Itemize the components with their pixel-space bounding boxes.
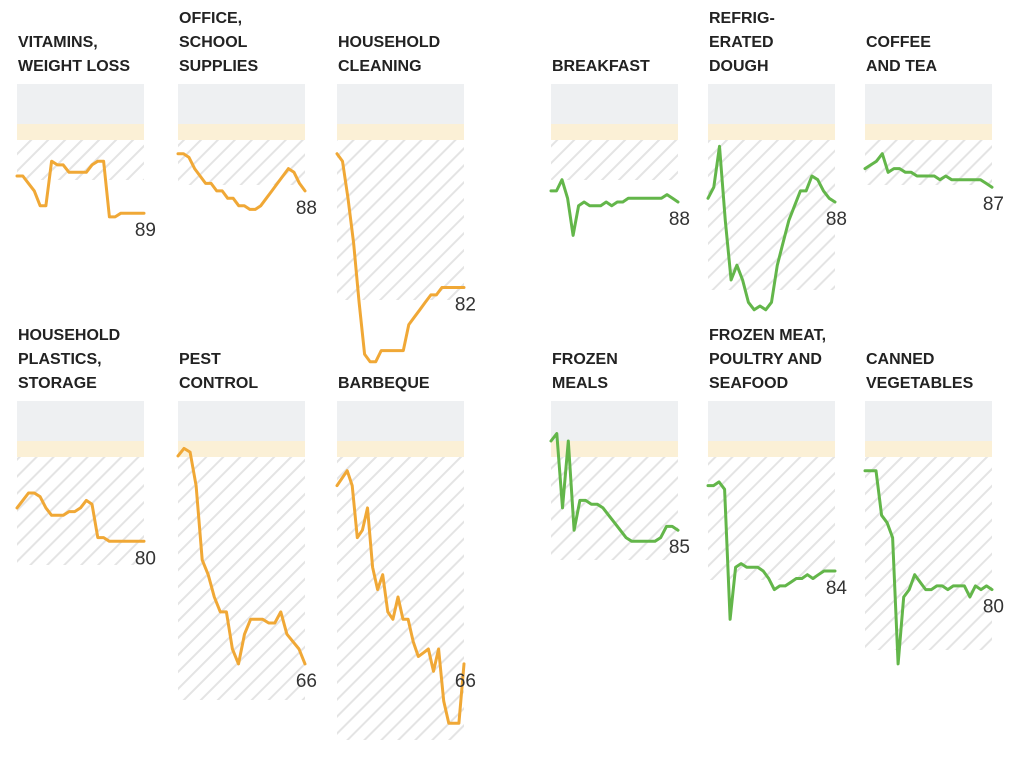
highlight-band — [865, 441, 992, 457]
series-line — [15, 491, 146, 543]
panel: CANNED VEGETABLES 80 — [863, 351, 1004, 666]
series-line — [549, 432, 680, 543]
panel-title: COFFEE AND TEA — [866, 34, 938, 75]
highlight-band — [337, 124, 464, 140]
top-band — [865, 401, 992, 441]
highlight-band — [17, 124, 144, 140]
top-band — [708, 401, 835, 441]
hatched-area — [178, 457, 305, 700]
end-value-label: 89 — [135, 220, 156, 241]
panel: PEST CONTROL 66 — [176, 351, 317, 700]
panel-title: HOUSEHOLD PLASTICS, STORAGE — [18, 327, 120, 392]
hatched-area — [865, 457, 992, 650]
series-line — [863, 152, 994, 189]
highlight-band — [551, 124, 678, 140]
panel: HOUSEHOLD CLEANING 82 — [335, 34, 476, 364]
series-line — [335, 469, 466, 725]
panel: VITAMINS, WEIGHT LOSS 89 — [15, 34, 156, 241]
top-band — [17, 401, 144, 441]
series-line — [549, 178, 680, 237]
end-value-label: 87 — [983, 194, 1004, 215]
hatched-area — [337, 457, 464, 740]
panel-title: FROZEN MEALS — [552, 351, 618, 392]
highlight-band — [337, 441, 464, 457]
panel-title: PEST CONTROL — [179, 351, 258, 392]
hatched-area — [17, 457, 144, 565]
hatched-area — [708, 140, 835, 290]
end-value-label: 66 — [296, 671, 317, 692]
top-band — [551, 84, 678, 124]
panel: FROZEN MEAT, POULTRY AND SEAFOOD 84 — [706, 327, 848, 621]
end-value-label: 84 — [826, 578, 848, 599]
hatched-area — [17, 140, 144, 180]
top-band — [865, 84, 992, 124]
top-band — [551, 401, 678, 441]
panel: OFFICE, SCHOOL SUPPLIES 88 — [176, 10, 317, 219]
series-line — [15, 159, 146, 219]
end-value-label: 80 — [983, 597, 1004, 618]
series-line — [706, 480, 837, 621]
panel: FROZEN MEALS 85 — [549, 351, 690, 560]
highlight-band — [178, 124, 305, 140]
top-band — [337, 84, 464, 124]
hatched-area — [178, 140, 305, 185]
series-line — [335, 152, 466, 364]
top-band — [17, 84, 144, 124]
series-line — [176, 446, 307, 666]
hatched-area — [551, 140, 678, 180]
panel: COFFEE AND TEA 87 — [863, 34, 1004, 215]
panel-title: BARBEQUE — [338, 375, 430, 392]
end-value-label: 66 — [455, 671, 476, 692]
highlight-band — [17, 441, 144, 457]
panel-title: VITAMINS, WEIGHT LOSS — [18, 34, 130, 75]
top-band — [708, 84, 835, 124]
series-line — [863, 469, 994, 666]
panel-title: HOUSEHOLD CLEANING — [338, 34, 440, 75]
highlight-band — [708, 441, 835, 457]
end-value-label: 88 — [826, 209, 847, 230]
highlight-band — [865, 124, 992, 140]
series-line — [176, 152, 307, 211]
top-band — [178, 84, 305, 124]
highlight-band — [708, 124, 835, 140]
end-value-label: 88 — [296, 198, 317, 219]
highlight-band — [551, 441, 678, 457]
end-value-label: 82 — [455, 294, 476, 315]
top-band — [337, 401, 464, 441]
series-line — [706, 144, 837, 312]
panel: BARBEQUE 66 — [335, 375, 476, 740]
hatched-area — [337, 140, 464, 300]
end-value-label: 88 — [669, 209, 690, 230]
panel-title: REFRIG-ERATED DOUGH — [709, 10, 775, 75]
panel-title: FROZEN MEAT, POULTRY AND SEAFOOD — [709, 327, 826, 392]
end-value-label: 80 — [135, 548, 156, 569]
panel: REFRIG-ERATED DOUGH 88 — [706, 10, 847, 312]
top-band — [178, 401, 305, 441]
panel: HOUSEHOLD PLASTICS, STORAGE 80 — [15, 327, 156, 569]
hatched-area — [708, 457, 835, 580]
panel-title: OFFICE, SCHOOL SUPPLIES — [179, 10, 258, 75]
panel: BREAKFAST 88 — [549, 58, 690, 237]
panel-title: CANNED VEGETABLES — [866, 351, 974, 392]
end-value-label: 85 — [669, 537, 690, 558]
highlight-band — [178, 441, 305, 457]
panel-title: BREAKFAST — [552, 58, 650, 75]
